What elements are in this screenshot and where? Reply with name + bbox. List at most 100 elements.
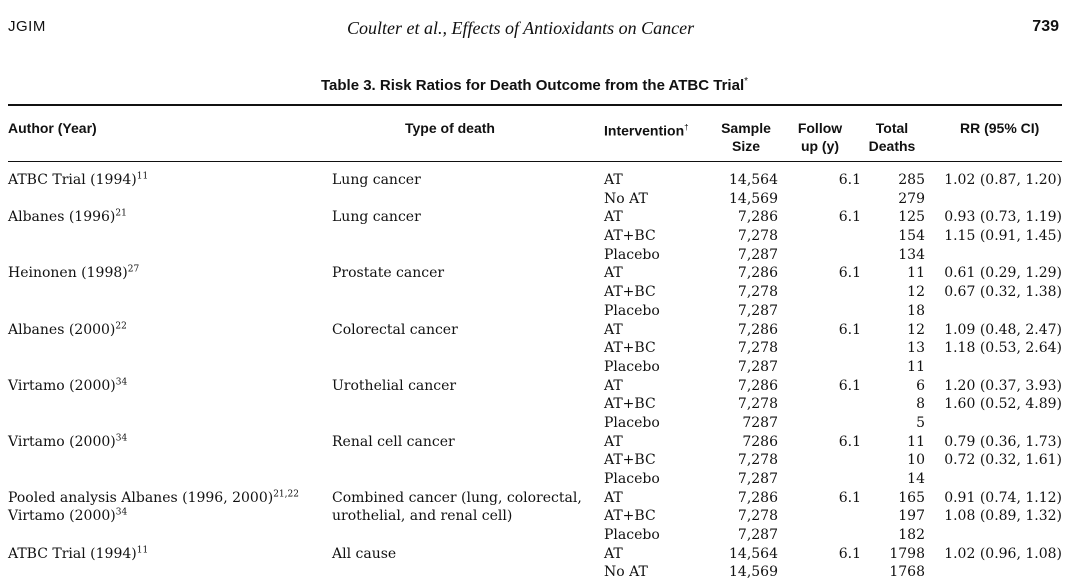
risk-ratio-cell: [925, 302, 1062, 321]
type-of-death-cell: [332, 526, 604, 545]
table-row: AT+BC 7,278 154 1.15 (0.91, 1.45): [8, 227, 1062, 246]
author-cell: [8, 470, 332, 489]
total-deaths-cell: 125: [898, 209, 925, 226]
follow-up-cell: [778, 414, 861, 433]
risk-ratio-cell: 1.18 (0.53, 2.64): [944, 340, 1062, 357]
type-of-death-cell: [332, 227, 604, 246]
follow-up-cell: [778, 283, 861, 302]
intervention-cell: AT: [604, 172, 623, 188]
author-text: Virtamo (2000): [8, 433, 116, 450]
sample-size-cell: 7,286: [737, 209, 778, 226]
follow-up-cell: 6.1: [838, 172, 861, 188]
author-cell: Heinonen (1998)27: [8, 264, 332, 283]
reference-number: 21,22: [273, 489, 299, 500]
total-deaths-cell: 14: [907, 471, 925, 487]
author-text: Heinonen (1998): [8, 265, 128, 282]
header-total-deaths-line2: Deaths: [868, 138, 916, 154]
follow-up-cell: [778, 507, 861, 526]
reference-number: 21: [115, 208, 127, 219]
table-row: AT+BC 7,278 13 1.18 (0.53, 2.64): [8, 339, 1062, 358]
header-intervention-label: Intervention: [604, 122, 685, 139]
sample-size-cell: 14,564: [729, 172, 778, 188]
risk-ratio-cell: 0.93 (0.73, 1.19): [944, 209, 1062, 226]
table-row: Placebo 7,287 182: [8, 526, 1062, 545]
sample-size-cell: 7286: [742, 433, 778, 450]
table-row: Placebo 7,287 11: [8, 358, 1062, 377]
header-sample-size-line1: Sample: [721, 120, 771, 136]
table-row: ATBC Trial (1994)11 All cause AT 14,564 6.1 1…: [8, 545, 1062, 564]
header-follow-up: Follow up (y): [788, 119, 852, 155]
table-row: Placebo 7,287 134: [8, 246, 1062, 265]
total-deaths-cell: 8: [916, 396, 925, 413]
follow-up-cell: 6.1: [838, 265, 861, 282]
author-cell: [8, 414, 332, 433]
intervention-cell: Placebo: [604, 302, 660, 319]
header-total-deaths-line1: Total: [875, 120, 909, 136]
risk-ratio-cell: [925, 526, 1062, 545]
table-row: AT+BC 7,278 8 1.60 (0.52, 4.89): [8, 395, 1062, 414]
follow-up-cell: [778, 227, 861, 246]
author-cell: [8, 227, 332, 246]
type-of-death-cell: [332, 563, 604, 582]
type-of-death-cell: urothelial, and renal cell): [332, 508, 513, 525]
type-of-death-cell: Lung cancer: [332, 209, 421, 226]
type-of-death-cell: [332, 283, 604, 302]
reference-number: 34: [115, 376, 128, 387]
header-intervention-mark: †: [684, 123, 689, 132]
reference-number: 34: [115, 432, 128, 443]
author-cell: Albanes (2000)22: [8, 321, 332, 340]
intervention-cell: Placebo: [604, 358, 660, 375]
follow-up-cell: [778, 526, 861, 545]
follow-up-cell: 6.1: [838, 209, 861, 226]
header-sample-size: Sample Size: [712, 119, 780, 155]
type-of-death-cell: [332, 246, 604, 265]
author-text: ATBC Trial (1994): [8, 545, 137, 562]
header-total-deaths: Total Deaths: [858, 119, 926, 155]
intervention-cell: AT+BC: [604, 508, 656, 525]
author-cell: [8, 451, 332, 470]
total-deaths-cell: 134: [898, 246, 925, 263]
total-deaths-cell: 13: [907, 340, 925, 357]
intervention-cell: AT+BC: [604, 452, 656, 469]
risk-ratio-cell: [925, 470, 1062, 489]
author-cell: [8, 395, 332, 414]
risk-ratio-cell: 1.08 (0.89, 1.32): [944, 508, 1062, 525]
header-sample-size-line2: Size: [731, 138, 760, 154]
sample-size-cell: 7,278: [737, 508, 778, 525]
total-deaths-cell: 279: [898, 190, 925, 207]
total-deaths-cell: 12: [907, 321, 925, 338]
author-text: Albanes (1996): [8, 209, 116, 226]
caption-title: Risk Ratios for Death Outcome from the A…: [379, 77, 745, 94]
type-of-death-cell: [332, 451, 604, 470]
total-deaths-cell: 11: [907, 358, 925, 375]
header-follow-up-line1: Follow: [797, 120, 843, 136]
total-deaths-cell: 5: [916, 414, 925, 431]
sample-size-cell: 14,569: [729, 190, 778, 207]
total-deaths-cell: 11: [907, 265, 925, 282]
follow-up-cell: [778, 339, 861, 358]
type-of-death-cell: Colorectal cancer: [332, 321, 458, 338]
type-of-death-cell: [332, 395, 604, 414]
intervention-cell: No AT: [604, 190, 648, 207]
risk-ratio-cell: [925, 246, 1062, 265]
intervention-cell: No AT: [604, 564, 648, 581]
follow-up-cell: 6.1: [838, 377, 861, 394]
sample-size-cell: 7,286: [737, 321, 778, 338]
table-row: AT+BC 7,278 10 0.72 (0.32, 1.61): [8, 451, 1062, 470]
follow-up-cell: 6.1: [838, 545, 861, 562]
intervention-cell: AT: [604, 433, 623, 450]
table-row: Placebo 7,287 18: [8, 302, 1062, 321]
total-deaths-cell: 1798: [889, 545, 925, 562]
risk-ratio-cell: 0.79 (0.36, 1.73): [944, 433, 1062, 450]
author-cell: ATBC Trial (1994)11: [8, 545, 332, 564]
total-deaths-cell: 285: [898, 172, 925, 188]
table-row: Virtamo (2000)34 Renal cell cancer AT 7286 6…: [8, 433, 1062, 452]
sample-size-cell: 14,569: [729, 564, 778, 581]
author-text: Pooled analysis Albanes (1996, 2000): [8, 489, 274, 506]
risk-ratio-cell: 1.02 (0.96, 1.08): [944, 545, 1062, 562]
header-author: Author (Year): [8, 120, 97, 136]
caption-footnote-mark: *: [744, 76, 749, 87]
author-cell: [8, 563, 332, 582]
sample-size-cell: 7,287: [737, 246, 778, 263]
follow-up-cell: [778, 470, 861, 489]
